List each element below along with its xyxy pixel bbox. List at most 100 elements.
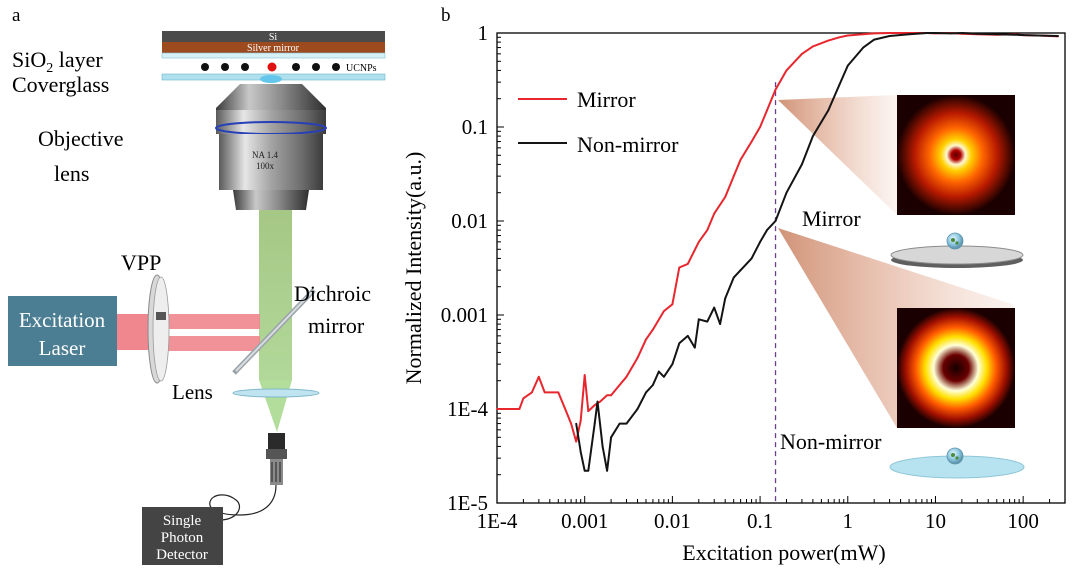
data-point	[838, 84, 841, 86]
data-point	[750, 257, 753, 260]
data-point	[579, 419, 582, 422]
data-point	[961, 32, 963, 34]
y-tick-label: 1	[478, 21, 489, 45]
nonmirror-psf-image	[897, 308, 1015, 428]
data-point	[801, 53, 803, 55]
x-tick-label: 0.01	[654, 509, 691, 533]
panel-a: a Si Silver mirror UCNPs	[8, 5, 386, 565]
objective-engraving-1: NA 1.4	[252, 150, 279, 160]
y-tick-label: 1E-4	[447, 397, 488, 421]
excitation-beams	[117, 314, 260, 351]
data-point	[1013, 33, 1016, 36]
insets	[778, 95, 1025, 479]
data-series	[496, 32, 1059, 472]
excited-ucnp	[267, 62, 277, 72]
data-point	[587, 469, 590, 472]
data-point	[618, 422, 621, 425]
y-axis-tick-labels: 1E-5 1E-4 0.001 0.01 0.1 1	[441, 21, 489, 515]
data-point	[599, 400, 601, 403]
data-point	[862, 46, 865, 49]
data-point	[686, 335, 689, 337]
data-point	[759, 241, 761, 243]
x-tick-label: 10	[925, 509, 946, 533]
silver-mirror-label: Silver mirror	[247, 43, 300, 54]
data-point	[995, 33, 998, 36]
mirror-zoom-fan	[778, 95, 897, 215]
data-point	[888, 32, 891, 34]
silver-mirror-layer	[162, 42, 385, 53]
mirror-substrate-icon	[890, 232, 1024, 268]
ucnps-label: UCNPs	[346, 63, 377, 74]
series-line-nonmirror	[575, 32, 1059, 472]
laser-label-line1: Excitation	[19, 308, 106, 332]
data-point	[636, 408, 639, 410]
legend-label-mirror: Mirror	[577, 87, 636, 112]
data-point	[570, 422, 572, 425]
data-point	[827, 109, 830, 112]
data-point	[766, 229, 768, 232]
detector-line2: Photon	[161, 530, 204, 546]
data-point	[610, 436, 612, 439]
coverglass-label: Coverglass	[12, 72, 109, 97]
data-point	[724, 297, 727, 300]
data-point	[1022, 34, 1025, 36]
data-point	[610, 394, 612, 397]
detector-line1: Single	[163, 513, 202, 529]
x-tick-label: 100	[1007, 509, 1039, 533]
data-point	[846, 64, 849, 67]
data-point	[908, 33, 910, 36]
data-point	[785, 191, 788, 194]
vortex-phase-plate	[147, 274, 170, 384]
data-point	[657, 370, 660, 373]
data-point	[678, 342, 681, 345]
x-tick-label: 1	[843, 509, 854, 533]
nonmirror-zoom-fan	[778, 228, 1015, 428]
data-point	[785, 69, 788, 72]
plot-area-frame	[496, 32, 1066, 504]
data-point	[625, 422, 628, 425]
data-point	[706, 320, 709, 323]
data-point	[693, 346, 696, 349]
data-point	[601, 445, 604, 448]
data-point	[719, 323, 721, 325]
laser-label-line2: Laser	[39, 336, 86, 360]
data-point	[697, 318, 700, 321]
si-label: Si	[269, 32, 278, 43]
ucnp-particles	[201, 62, 340, 72]
sio2-label: SiO2 layer	[12, 47, 103, 76]
data-point	[564, 408, 567, 410]
x-tick-label: 1E-4	[477, 509, 518, 533]
data-point	[697, 241, 700, 243]
data-point	[976, 32, 979, 35]
vpp-label: VPP	[121, 250, 161, 275]
data-point	[575, 422, 578, 425]
data-point	[518, 408, 521, 410]
excitation-laser: Excitation Laser	[8, 296, 117, 366]
data-point	[590, 445, 593, 448]
data-point	[732, 175, 735, 178]
panel-b-label: b	[441, 5, 451, 26]
data-point	[652, 328, 654, 331]
data-point	[636, 357, 639, 359]
data-point	[846, 34, 849, 37]
data-point	[873, 38, 876, 41]
panel-b: b	[401, 5, 1066, 565]
data-point	[645, 391, 647, 394]
data-point	[652, 384, 654, 386]
data-point	[587, 410, 590, 412]
data-point	[583, 374, 586, 376]
data-point	[801, 163, 803, 166]
legend-label-nonmirror: Non-mirror	[577, 132, 679, 157]
data-point	[625, 375, 628, 378]
legend: Mirror Non-mirror	[518, 87, 679, 157]
data-point	[934, 32, 937, 34]
objective-label-line2: lens	[54, 161, 89, 186]
data-point	[950, 32, 952, 35]
dichroic-label-line2: mirror	[308, 313, 365, 338]
data-point	[812, 45, 814, 48]
x-tick-label: 0.001	[561, 509, 608, 533]
data-point	[645, 338, 647, 341]
data-point	[671, 303, 674, 306]
data-point	[537, 375, 540, 378]
data-point	[838, 36, 841, 39]
